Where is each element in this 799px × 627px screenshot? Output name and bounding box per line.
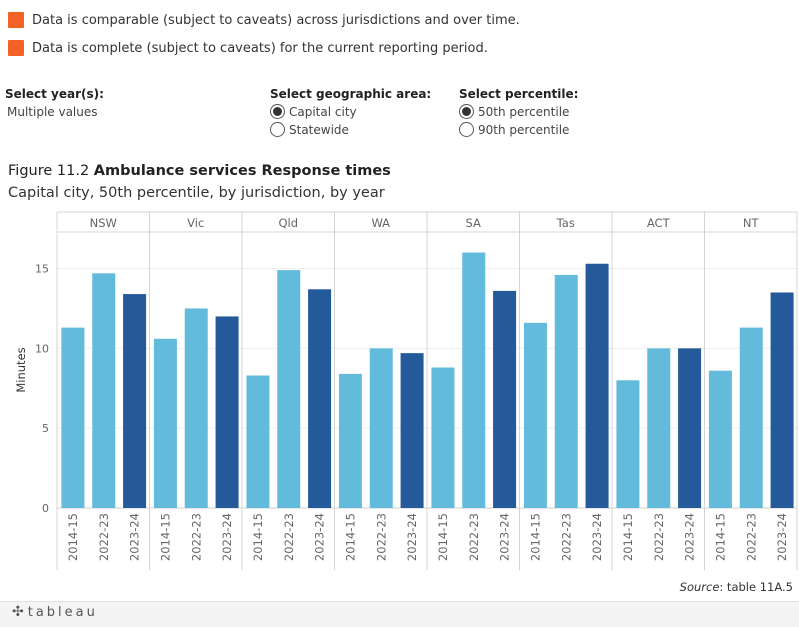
percentile-filter-label: Select percentile: <box>459 87 579 101</box>
panel-header-wa: WA <box>371 216 390 230</box>
panel-header-nt: NT <box>743 216 760 230</box>
radio-label: 50th percentile <box>478 104 570 119</box>
source-text: : table 11A.5 <box>719 580 793 594</box>
x-tick-label: 2014-15 <box>251 513 265 561</box>
footer-bar <box>0 601 799 627</box>
bar-qld-2022-23 <box>277 270 301 508</box>
x-tick-label: 2023-24 <box>590 513 604 561</box>
tableau-plus-icon: ✣ <box>12 604 24 620</box>
legend-text: Data is complete (subject to caveats) fo… <box>32 40 488 56</box>
bar-wa-2022-23 <box>369 348 393 508</box>
bar-nsw-2022-23 <box>92 273 116 508</box>
bar-tas-2022-23 <box>554 274 578 508</box>
bar-nsw-2014-15 <box>61 327 85 508</box>
bar-tas-2014-15 <box>523 322 547 508</box>
radio-label: Statewide <box>289 122 349 137</box>
panel-header-sa: SA <box>466 216 482 230</box>
radio-circle-icon <box>459 104 474 119</box>
x-tick-label: 2023-24 <box>498 513 512 561</box>
x-tick-label: 2022-23 <box>97 513 111 561</box>
logo-text: tableau <box>27 604 98 620</box>
radio-50th-percentile[interactable]: 50th percentile <box>459 104 569 119</box>
x-tick-label: 2014-15 <box>66 513 80 561</box>
bar-wa-2014-15 <box>338 373 362 508</box>
source-note: Source: table 11A.5 <box>680 580 793 594</box>
bar-qld-2023-24 <box>308 289 332 508</box>
legend-text: Data is comparable (subject to caveats) … <box>32 12 520 28</box>
year-filter-label: Select year(s): <box>5 87 104 101</box>
x-tick-label: 2014-15 <box>158 513 172 561</box>
source-label: Source <box>679 580 720 594</box>
panel-header-act: ACT <box>647 216 671 230</box>
bar-vic-2023-24 <box>215 316 239 508</box>
x-tick-label: 2022-23 <box>467 513 481 561</box>
panel-header-vic: Vic <box>187 216 204 230</box>
bar-nt-2023-24 <box>770 292 794 508</box>
y-tick-label: 10 <box>35 342 49 355</box>
bar-wa-2023-24 <box>400 353 424 508</box>
radio-circle-icon <box>459 122 474 137</box>
response-times-chart: 0 5 10 15 Minutes NSW 2014-15 2022-23 2023-24 Vic… <box>14 211 798 570</box>
radio-label: 90th percentile <box>478 122 570 137</box>
x-tick-label: 2022-23 <box>652 513 666 561</box>
bar-sa-2022-23 <box>462 252 486 508</box>
x-tick-label: 2023-24 <box>220 513 234 561</box>
bar-sa-2014-15 <box>431 367 455 508</box>
y-tick-label: 15 <box>35 263 49 276</box>
panel-header-nsw: NSW <box>90 216 117 230</box>
legend-item-comparable: Data is comparable (subject to caveats) … <box>8 12 520 28</box>
bar-sa-2023-24 <box>493 290 517 508</box>
figure-title: Figure 11.2 Ambulance services Response … <box>8 163 391 179</box>
radio-90th-percentile[interactable]: 90th percentile <box>459 122 569 137</box>
x-tick-label: 2023-24 <box>405 513 419 561</box>
figure-title-text: Ambulance services Response times <box>93 163 391 179</box>
radio-statewide[interactable]: Statewide <box>270 122 349 137</box>
y-tick-label: 5 <box>42 422 49 435</box>
bar-nsw-2023-24 <box>123 294 147 508</box>
bar-vic-2022-23 <box>184 308 208 508</box>
x-tick-label: 2014-15 <box>713 513 727 561</box>
bar-nt-2014-15 <box>708 370 732 508</box>
y-axis-label: Minutes <box>14 347 28 392</box>
orange-square-icon <box>8 12 24 28</box>
year-filter-value[interactable]: Multiple values <box>7 105 98 119</box>
radio-label: Capital city <box>289 104 357 119</box>
tableau-logo[interactable]: ✣ tableau <box>12 604 98 620</box>
bar-nt-2022-23 <box>739 327 763 508</box>
y-tick-label: 0 <box>42 502 49 515</box>
radio-capital-city[interactable]: Capital city <box>270 104 357 119</box>
x-tick-label: 2023-24 <box>128 513 142 561</box>
x-tick-label: 2014-15 <box>528 513 542 561</box>
legend-item-complete: Data is complete (subject to caveats) fo… <box>8 40 488 56</box>
x-tick-label: 2014-15 <box>343 513 357 561</box>
figure-number: Figure 11.2 <box>8 163 90 179</box>
bar-act-2023-24 <box>678 348 702 508</box>
bar-vic-2014-15 <box>153 338 177 508</box>
x-tick-label: 2022-23 <box>374 513 388 561</box>
x-tick-label: 2022-23 <box>559 513 573 561</box>
figure-subtitle: Capital city, 50th percentile, by jurisd… <box>8 185 385 201</box>
area-filter-label: Select geographic area: <box>270 87 432 101</box>
x-tick-label: 2014-15 <box>621 513 635 561</box>
x-tick-label: 2014-15 <box>436 513 450 561</box>
panel-header-tas: Tas <box>556 216 575 230</box>
bar-act-2022-23 <box>647 348 671 508</box>
x-tick-label: 2023-24 <box>683 513 697 561</box>
x-tick-label: 2023-24 <box>313 513 327 561</box>
orange-square-icon <box>8 40 24 56</box>
radio-circle-icon <box>270 104 285 119</box>
x-tick-label: 2023-24 <box>775 513 789 561</box>
radio-circle-icon <box>270 122 285 137</box>
bar-act-2014-15 <box>616 380 640 508</box>
x-tick-label: 2022-23 <box>189 513 203 561</box>
bar-qld-2014-15 <box>246 375 270 508</box>
x-tick-label: 2022-23 <box>744 513 758 561</box>
bar-tas-2023-24 <box>585 263 609 508</box>
panel-header-qld: Qld <box>278 216 298 230</box>
x-tick-label: 2022-23 <box>282 513 296 561</box>
